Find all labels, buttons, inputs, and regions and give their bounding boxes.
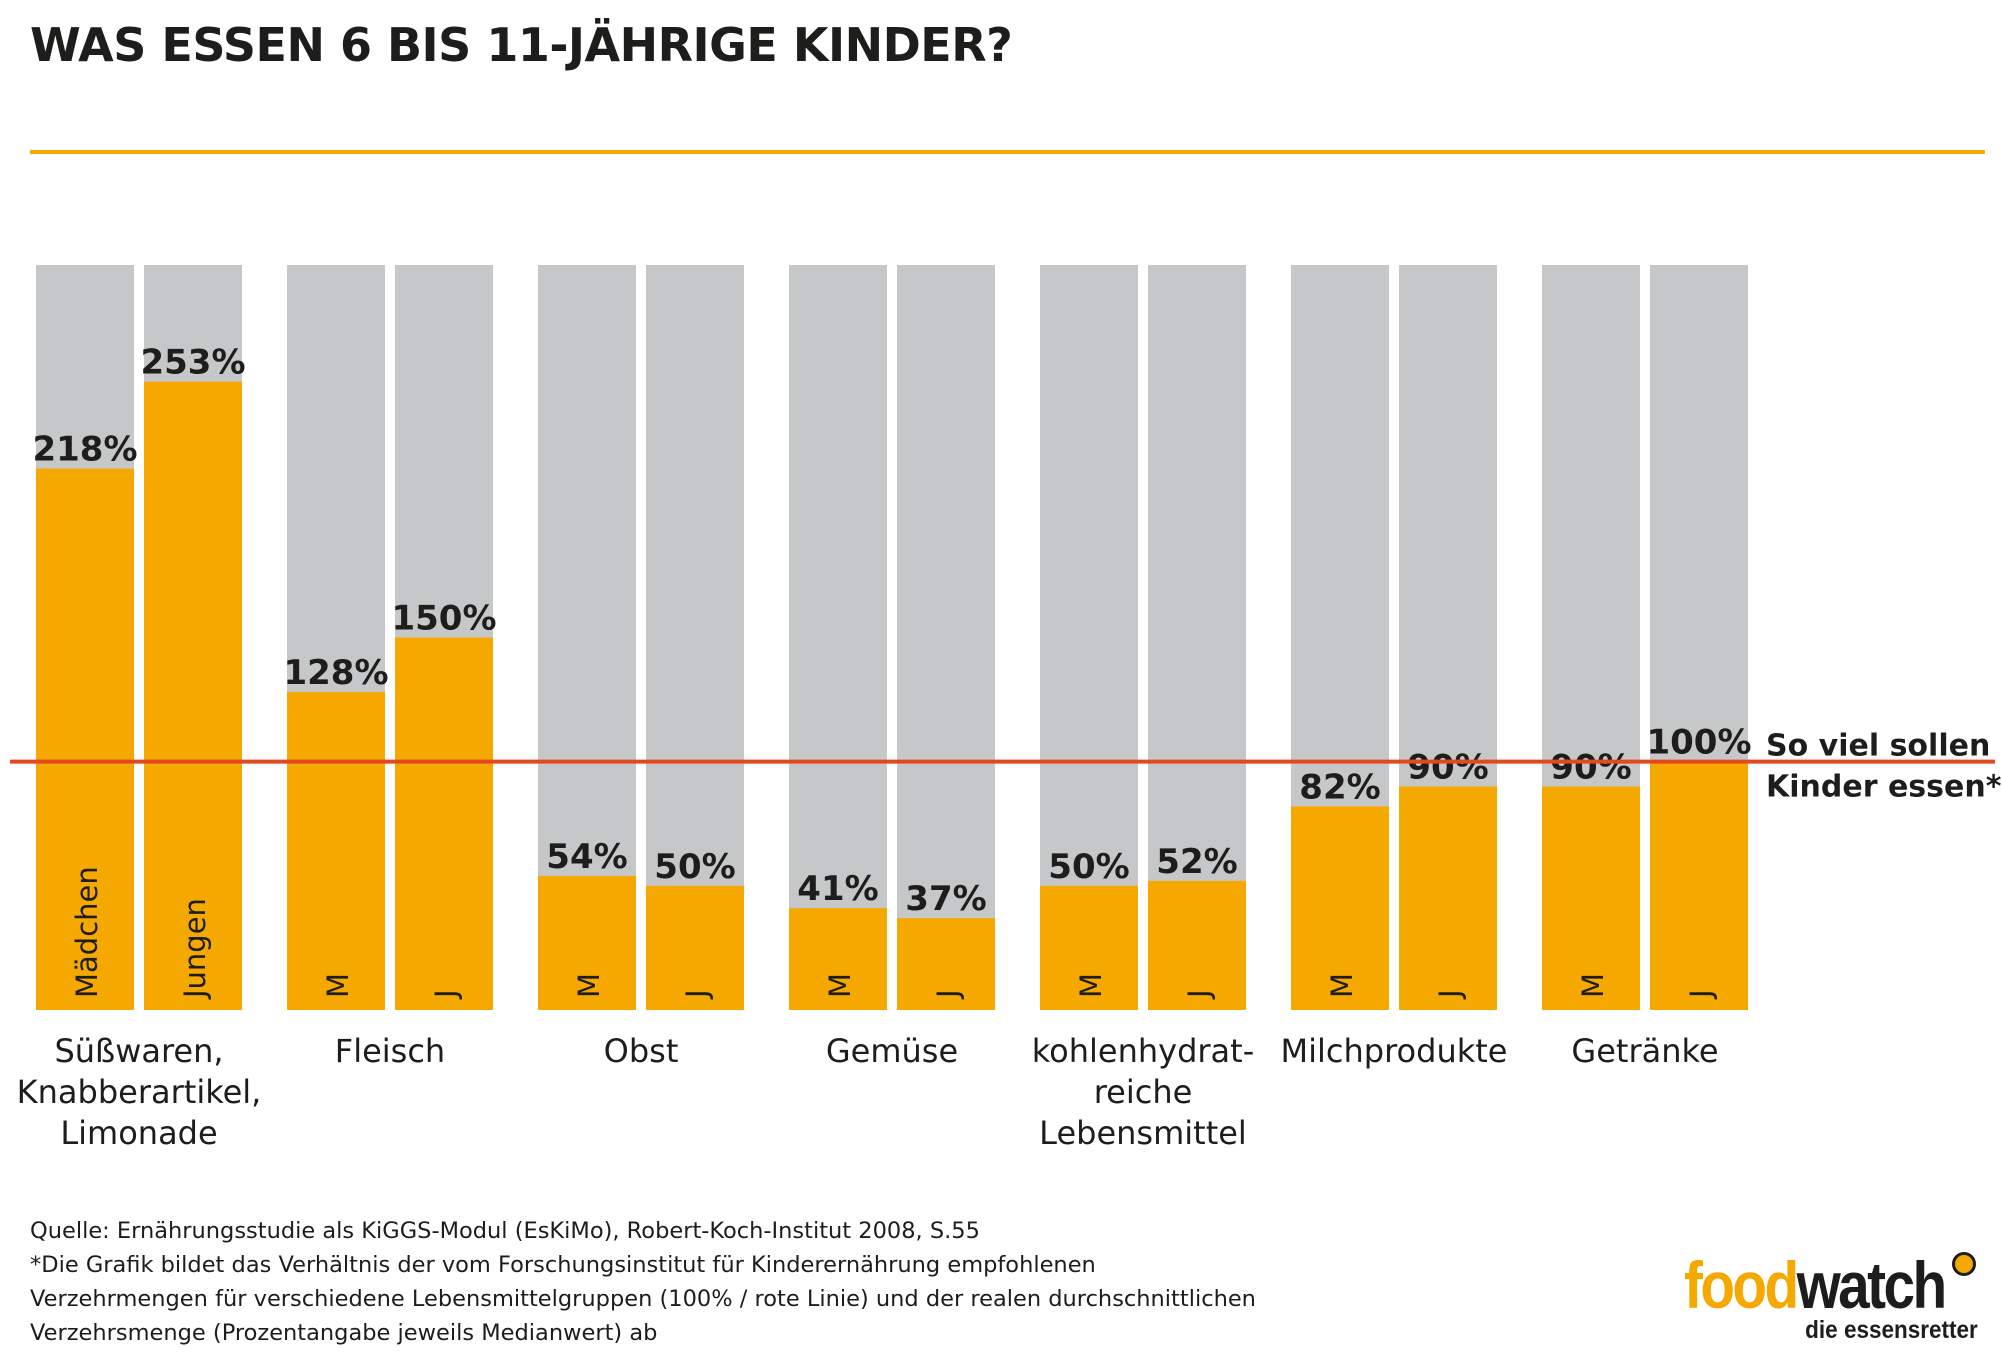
bar-series-label: Jungen <box>178 898 212 1000</box>
bar-value <box>395 637 493 1010</box>
bar-series-label: J <box>1433 989 1467 1000</box>
footnote-note-line: Verzehrsmenge (Prozentangabe jeweils Med… <box>30 1320 658 1346</box>
logo-mark-icon <box>1952 1252 1976 1276</box>
bar-background <box>789 265 887 1010</box>
foodwatch-logo: foodwatch die essensretter <box>1684 1250 1984 1350</box>
bar-series-label: J <box>931 989 965 1000</box>
bar-series-label: M <box>321 973 355 998</box>
bar-value <box>1291 806 1389 1010</box>
logo-word-watch: watch <box>1796 1248 1948 1322</box>
bar-value <box>1650 761 1748 1010</box>
reference-line-label: So viel sollen <box>1766 729 1990 764</box>
bar-value-label: 52% <box>1156 842 1237 882</box>
bar-value-label: 50% <box>654 847 735 887</box>
bar-value <box>538 875 636 1010</box>
footnote-source: Quelle: Ernährungsstudie als KiGGS-Modul… <box>30 1218 980 1244</box>
category-label: Obst <box>604 1032 679 1070</box>
logo-tagline: die essensretter <box>1805 1316 1978 1344</box>
category-label: Lebensmittel <box>1039 1114 1247 1152</box>
title-divider <box>30 150 1985 154</box>
bar-value <box>789 908 887 1010</box>
category-label: reiche <box>1094 1073 1193 1111</box>
bar-value <box>36 468 134 1011</box>
bar-value-label: 128% <box>283 653 388 693</box>
bar-chart: 218% Mädchen 253% Jungen Süßwaren,Knabberart… <box>10 265 2002 1152</box>
bar-value <box>1542 786 1640 1010</box>
bar-value <box>287 692 385 1010</box>
bar-value-label: 82% <box>1299 767 1380 807</box>
bar-series-label: J <box>680 989 714 1000</box>
footnote-note-line: Verzehrmengen für verschiedene Lebensmit… <box>30 1286 1256 1312</box>
reference-line-label: Kinder essen* <box>1766 770 2002 805</box>
bar-series-label: J <box>1684 989 1718 1000</box>
bar-value <box>1040 885 1138 1010</box>
bar-series-label: J <box>429 989 463 1000</box>
category-label: Milchprodukte <box>1281 1032 1508 1070</box>
logo-word-food: food <box>1684 1248 1799 1322</box>
bar-value <box>1399 786 1497 1010</box>
category-label: Limonade <box>60 1114 217 1152</box>
bar-series-label: J <box>1182 989 1216 1000</box>
bar-value <box>144 381 242 1010</box>
bar-series-label: M <box>1576 973 1610 998</box>
bar-value-label: 54% <box>546 837 627 877</box>
bar-value-label: 218% <box>32 430 137 470</box>
bar-background <box>897 265 995 1010</box>
bar-value-label: 37% <box>905 879 986 919</box>
footnote-note-line: *Die Grafik bildet das Verhältnis der vo… <box>30 1252 1096 1278</box>
category-label: Süßwaren, <box>54 1032 223 1070</box>
bar-value-label: 100% <box>1646 723 1751 763</box>
bar-value <box>897 918 995 1010</box>
category-label: Gemüse <box>826 1032 958 1070</box>
category-label: kohlenhydrat- <box>1032 1032 1255 1070</box>
footnote: Quelle: Ernährungsstudie als KiGGS-Modul… <box>30 1214 1256 1350</box>
category-label: Fleisch <box>335 1032 445 1070</box>
bar-value-label: 90% <box>1407 748 1488 788</box>
bar-series-label: M <box>1074 973 1108 998</box>
category-label: Knabberartikel, <box>17 1073 262 1111</box>
bar-value-label: 41% <box>797 869 878 909</box>
bar-series-label: Mädchen <box>70 866 104 998</box>
bar-series-label: M <box>572 973 606 998</box>
bar-value <box>646 885 744 1010</box>
chart-title: WAS ESSEN 6 BIS 11-JÄHRIGE KINDER? <box>30 18 1013 72</box>
logo-wordmark: foodwatch <box>1684 1248 1948 1322</box>
bar-series-label: M <box>1325 973 1359 998</box>
bar-value <box>1148 880 1246 1010</box>
bar-value-label: 253% <box>140 343 245 383</box>
bar-series-label: M <box>823 973 857 998</box>
bar-value-label: 90% <box>1550 748 1631 788</box>
bar-value-label: 150% <box>391 599 496 639</box>
category-label: Getränke <box>1571 1032 1718 1070</box>
bar-value-label: 50% <box>1048 847 1129 887</box>
